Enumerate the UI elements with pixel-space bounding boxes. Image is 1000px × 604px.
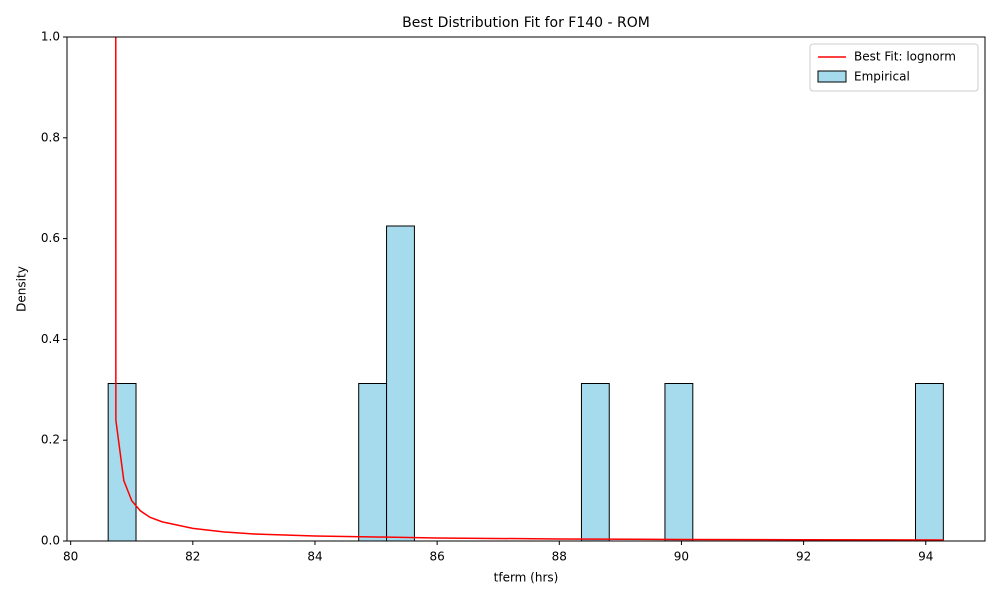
bars — [107, 225, 944, 542]
y-tick-label: 0.6 — [41, 231, 60, 245]
histogram-bar — [386, 225, 415, 542]
histogram-bar — [664, 383, 694, 542]
x-tick-label: 90 — [674, 550, 689, 564]
x-tick-label: 94 — [918, 550, 933, 564]
axes-frame — [66, 36, 986, 542]
histogram-bar — [358, 383, 388, 542]
x-tick-label: 82 — [185, 550, 200, 564]
histogram-bar — [580, 383, 610, 542]
y-tick-label: 1.0 — [41, 30, 60, 44]
legend: Best Fit: lognorm Empirical — [809, 43, 979, 92]
legend-label: Empirical — [854, 70, 910, 84]
y-tick-label: 0.8 — [41, 130, 60, 144]
chart-title: Best Distribution Fit for F140 - ROM — [402, 15, 650, 31]
legend-patch — [817, 70, 847, 83]
y-tick-label: 0.0 — [41, 534, 60, 548]
histogram-bar — [914, 383, 944, 542]
x-tick-label: 84 — [307, 550, 322, 564]
legend-label: Best Fit: lognorm — [854, 50, 956, 64]
fit-layer — [115, 37, 944, 541]
x-tick-label: 80 — [63, 550, 78, 564]
y-tick-label: 0.4 — [41, 332, 60, 346]
y-tick-label: 0.2 — [41, 433, 60, 447]
x-tick-label: 92 — [796, 550, 811, 564]
legend-box — [809, 43, 979, 92]
x-axis-label: tferm (hrs) — [494, 571, 559, 585]
x-tick-label: 88 — [552, 550, 567, 564]
fit-line — [115, 37, 944, 541]
y-axis-label: Density — [15, 266, 29, 312]
x-tick-label: 86 — [429, 550, 444, 564]
